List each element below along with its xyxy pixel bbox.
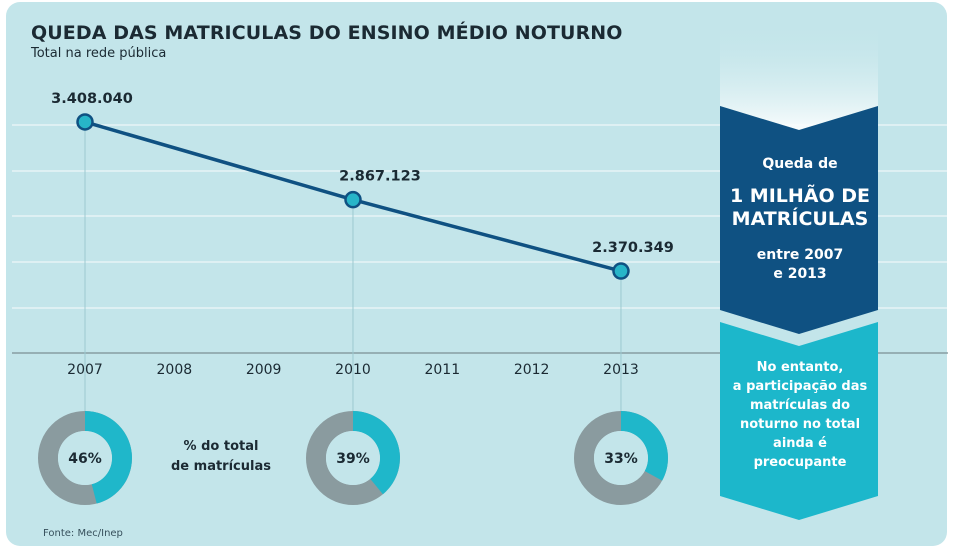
- x-tick-label-2009: 2009: [246, 362, 282, 378]
- x-tick-label-2011: 2011: [424, 362, 460, 378]
- donut-note-line-2: de matrículas: [171, 459, 271, 474]
- callout-note-5: ainda é: [773, 436, 827, 451]
- data-label-2013: 2.370.349: [592, 240, 674, 256]
- donut-label-2007: 46%: [68, 451, 102, 467]
- data-label-2010: 2.867.123: [339, 169, 421, 185]
- x-tick-label-2010: 2010: [335, 362, 371, 378]
- callout-note-3: matrículas do: [749, 398, 851, 413]
- donut-hole-2013: [593, 431, 648, 485]
- donut-fill-2010: [352, 411, 400, 495]
- callout-headline-2: MATRÍCULAS: [731, 208, 869, 230]
- donut-fill-2007: [85, 411, 132, 504]
- callout-period: entre 2007 e 2013: [722, 246, 878, 284]
- callout-period-2: e 2013: [773, 266, 827, 282]
- callout-headline-1: 1 MILHÃO DE: [729, 185, 871, 207]
- callout-note-6: preocupante: [753, 455, 847, 470]
- data-point-2010: [344, 190, 362, 209]
- callout-note: No entanto, a participação das matrícula…: [722, 358, 878, 472]
- callout-note-1: No entanto,: [756, 360, 844, 375]
- callout-note-4: noturno no total: [739, 417, 861, 432]
- callout-fade: [720, 22, 878, 130]
- x-tick-label-2013: 2013: [603, 362, 639, 378]
- x-tick-label-2008: 2008: [157, 362, 193, 378]
- callout-headline: 1 MILHÃO DE MATRÍCULAS: [722, 185, 878, 231]
- x-tick-label-2012: 2012: [514, 362, 550, 378]
- donut-note: % do total de matrículas: [161, 437, 281, 477]
- callout-top-block: [720, 106, 878, 334]
- callout-bottom-block: [720, 322, 878, 520]
- x-tick-label-2007: 2007: [67, 362, 103, 378]
- chart-subtitle: Total na rede pública: [31, 46, 167, 61]
- data-point-2007: [76, 113, 94, 131]
- callout-line1: Queda de: [762, 156, 838, 172]
- donut-label-2010: 39%: [336, 451, 370, 467]
- data-label-2007: 3.408.040: [51, 91, 133, 107]
- donut-hole-2010: [325, 431, 380, 485]
- donut-fill-2013: [620, 411, 668, 481]
- donut-note-line-1: % do total: [183, 439, 259, 454]
- donut-hole-2007: [58, 431, 112, 485]
- source-note: Fonte: Mec/Inep: [43, 528, 123, 539]
- callout-period-1: entre 2007: [756, 247, 844, 263]
- donut-label-2013: 33%: [604, 451, 638, 467]
- chart-title: QUEDA DAS MATRICULAS DO ENSINO MÉDIO NOT…: [31, 22, 623, 44]
- data-point-2013: [612, 262, 630, 280]
- callout-note-2: a participação das: [732, 379, 868, 394]
